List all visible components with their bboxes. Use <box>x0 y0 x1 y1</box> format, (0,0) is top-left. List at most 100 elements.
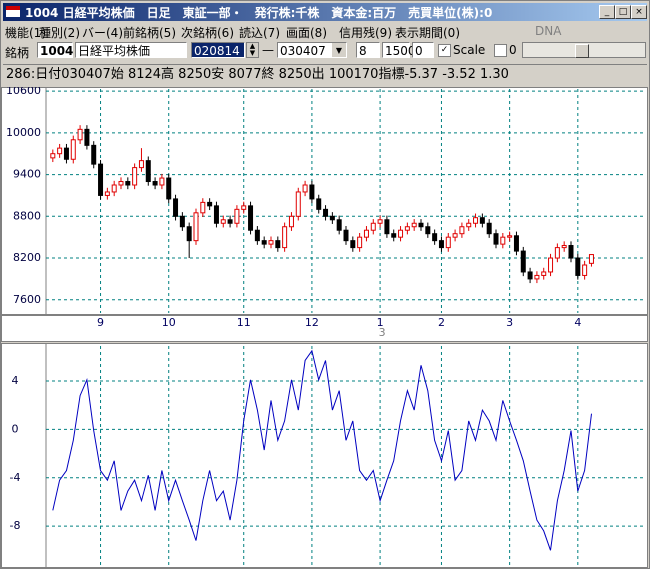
candle-body <box>500 236 506 245</box>
x-tick-label: 9 <box>97 316 104 329</box>
x-tick-label: 11 <box>237 316 251 329</box>
menu-item[interactable]: 画面(8) <box>286 26 327 40</box>
y-tick-label: 7600 <box>13 293 41 306</box>
menu-item[interactable]: 次銘柄(6) <box>181 26 234 40</box>
candle-body <box>588 254 594 264</box>
candle-body <box>398 229 404 238</box>
code-input[interactable]: 1004 <box>37 42 73 58</box>
candle-body <box>179 215 185 228</box>
combo-arrow[interactable]: ▼ <box>332 43 346 57</box>
candle-body <box>479 217 485 224</box>
candle-body <box>186 226 192 242</box>
candle-body <box>70 139 76 160</box>
y-tick-label: -8 <box>10 519 21 532</box>
candle-body <box>343 229 349 242</box>
candle-body <box>261 240 267 245</box>
candle-body <box>98 163 104 196</box>
candle-body <box>125 181 131 186</box>
candle-body <box>254 229 260 242</box>
menu-item[interactable]: バー(4) <box>82 26 123 40</box>
price-panel <box>1 87 648 315</box>
y-tick-label: 4 <box>12 374 19 387</box>
menu-item[interactable]: 前銘柄(5) <box>123 26 176 40</box>
candle-body <box>275 240 281 249</box>
candle-body <box>213 205 219 224</box>
candle-body <box>302 184 308 193</box>
candle-body <box>411 222 417 228</box>
candle-body <box>391 233 397 238</box>
scrollbar[interactable] <box>522 42 646 58</box>
to-date: 030407 <box>280 44 326 58</box>
candle-body <box>582 264 588 276</box>
minimize-button[interactable]: _ <box>599 5 615 19</box>
field-input[interactable]: 8 <box>356 42 380 58</box>
candle-body <box>91 144 97 165</box>
candle-body <box>459 226 465 235</box>
name-input[interactable]: 日経平均株価 <box>75 42 187 58</box>
candle-body <box>377 219 383 224</box>
indicator-line <box>52 349 592 551</box>
app-icon <box>6 6 20 17</box>
info-line: 286:日付030407始 8124高 8250安 8077終 8250出 10… <box>3 64 647 84</box>
x-tick-label: 4 <box>574 316 581 329</box>
candle-body <box>418 222 424 228</box>
candle-body <box>561 245 567 249</box>
menu-item[interactable]: 表示期間(0) <box>395 26 460 40</box>
y-tick-label: -4 <box>10 471 21 484</box>
candle-body <box>234 208 240 224</box>
candle-body <box>63 147 69 160</box>
checkbox[interactable] <box>494 44 507 57</box>
menu-item[interactable]: 種別(2) <box>39 26 80 40</box>
candle-body <box>138 160 144 169</box>
candle-body <box>132 167 138 186</box>
candle-body <box>329 215 335 221</box>
menu-item[interactable]: 読込(7) <box>239 26 280 40</box>
candle-body <box>207 201 213 207</box>
candle-body <box>473 217 479 224</box>
close-button[interactable]: × <box>631 5 647 19</box>
candle-body <box>493 233 499 245</box>
candle-body <box>445 236 451 249</box>
from-date-input[interactable]: 020814 <box>191 42 245 58</box>
date-spinner[interactable]: ▲ ▼ <box>246 42 259 58</box>
candle-body <box>173 198 179 217</box>
candle-body <box>77 128 83 141</box>
to-date-combo[interactable]: 030407 ▼ <box>277 42 347 58</box>
candle-body <box>520 250 526 273</box>
candle-body <box>200 201 206 214</box>
field-input[interactable]: 0 <box>412 42 434 58</box>
menu-item[interactable]: 信用残(9) <box>339 26 392 40</box>
candle-body <box>363 229 369 238</box>
candle-body <box>282 226 288 249</box>
candle-body <box>159 177 165 186</box>
candle-body <box>227 219 233 224</box>
menu-item[interactable]: 機能(1) <box>5 26 46 40</box>
candle-body <box>507 235 513 238</box>
menu-item[interactable]: DNA <box>535 24 562 38</box>
y-tick-label: 10000 <box>6 126 41 139</box>
title-bar: 1004 日経平均株価 日足 東証一部・ 発行株:千株 資本金:百万 売買単位(… <box>3 3 647 21</box>
candle-body <box>568 245 574 259</box>
candle-body <box>513 235 519 252</box>
y-tick-label: 10600 <box>6 87 41 97</box>
candle-body <box>527 271 533 280</box>
candle-body <box>268 240 274 245</box>
candle-body <box>384 219 390 235</box>
maximize-button[interactable]: □ <box>615 5 631 19</box>
candle-body <box>541 271 547 276</box>
year-label: 3 <box>379 326 386 339</box>
field-input[interactable]: 1500 <box>382 42 416 58</box>
candle-body <box>166 177 172 200</box>
candle-body <box>295 191 301 217</box>
candle-body <box>241 205 247 210</box>
scale-checkbox[interactable]: ✓ <box>438 44 451 57</box>
candle-body <box>111 184 117 193</box>
x-tick-label: 2 <box>438 316 445 329</box>
toolbar-label: 銘柄 <box>5 46 30 60</box>
candle-body <box>220 219 226 224</box>
scroll-thumb[interactable] <box>575 44 589 58</box>
window-title: 1004 日経平均株価 日足 東証一部・ 発行株:千株 資本金:百万 売買単位(… <box>25 6 493 20</box>
scale-label: Scale <box>453 43 486 57</box>
